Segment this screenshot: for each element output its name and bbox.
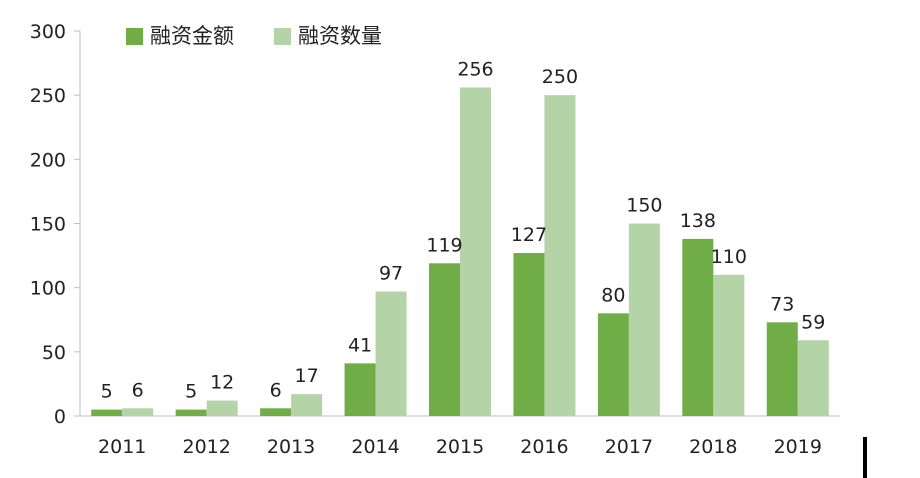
data-label-funding-amount: 80 [601, 284, 625, 306]
data-label-funding-count: 12 [210, 372, 234, 394]
bar-series [91, 87, 829, 417]
data-label-funding-count: 59 [801, 311, 825, 333]
legend-label-funding-count: 融资数量 [298, 24, 382, 48]
bar-funding-count [544, 95, 576, 417]
y-tick-label: 300 [30, 21, 66, 43]
bar-funding-count [291, 394, 323, 416]
bar-funding-amount [597, 313, 629, 416]
bar-funding-amount [175, 409, 207, 416]
bar-funding-amount [344, 363, 376, 416]
data-label-funding-count: 6 [132, 379, 144, 401]
legend-swatch-funding-amount [126, 28, 143, 45]
legend-label-funding-amount: 融资金额 [150, 24, 234, 48]
y-tick-label: 0 [54, 406, 66, 428]
y-tick-label: 50 [42, 342, 66, 364]
data-label-funding-count: 110 [711, 246, 747, 268]
bar-funding-amount [766, 322, 798, 416]
x-tick-label: 2019 [774, 436, 822, 458]
data-label-funding-amount: 127 [511, 224, 547, 246]
x-axis: 2011 2012 2013 2014 2015 2016 2017 2018 2019 [80, 415, 840, 458]
cursor-bar [863, 437, 867, 478]
data-label-funding-count: 97 [379, 263, 403, 285]
y-tick-label: 200 [30, 149, 66, 171]
x-tick-label: 2011 [98, 436, 146, 458]
data-label-funding-amount: 73 [770, 293, 794, 315]
bar-funding-amount [682, 238, 714, 416]
data-label-funding-amount: 41 [348, 334, 372, 356]
y-tick-label: 100 [30, 278, 66, 300]
data-label-funding-amount: 138 [680, 210, 716, 232]
data-label-funding-count: 150 [626, 195, 662, 217]
x-tick-label: 2016 [520, 436, 568, 458]
data-label-funding-amount: 5 [101, 381, 113, 403]
x-tick-label: 2012 [182, 436, 230, 458]
x-tick-label: 2017 [605, 436, 653, 458]
data-label-funding-count: 17 [295, 365, 319, 387]
data-label-funding-amount: 119 [426, 234, 462, 256]
bar-funding-amount [260, 408, 292, 416]
bar-funding-amount [91, 409, 123, 416]
bar-funding-count [797, 340, 829, 416]
legend-swatch-funding-count [274, 28, 291, 45]
y-tick-label: 250 [30, 85, 66, 107]
bar-funding-count [713, 274, 745, 416]
bar-funding-count [206, 400, 238, 416]
x-tick-label: 2015 [436, 436, 484, 458]
x-tick-label: 2018 [689, 436, 737, 458]
data-label-funding-count: 256 [457, 58, 493, 80]
data-label-funding-count: 250 [542, 66, 578, 88]
x-tick-label: 2014 [351, 436, 399, 458]
y-tick-label: 150 [30, 214, 66, 236]
bar-funding-count [628, 223, 660, 416]
x-tick-label: 2013 [267, 436, 315, 458]
bar-funding-count [375, 291, 407, 416]
data-label-funding-amount: 6 [270, 379, 282, 401]
y-axis: 0 50 100 150 200 250 300 [30, 21, 81, 428]
data-label-funding-amount: 5 [185, 381, 197, 403]
bar-funding-amount [429, 263, 460, 416]
bar-funding-amount [513, 253, 545, 416]
bar-funding-count [122, 408, 154, 416]
bar-funding-count [460, 87, 491, 416]
legend: 融资金额 融资数量 [126, 24, 382, 48]
